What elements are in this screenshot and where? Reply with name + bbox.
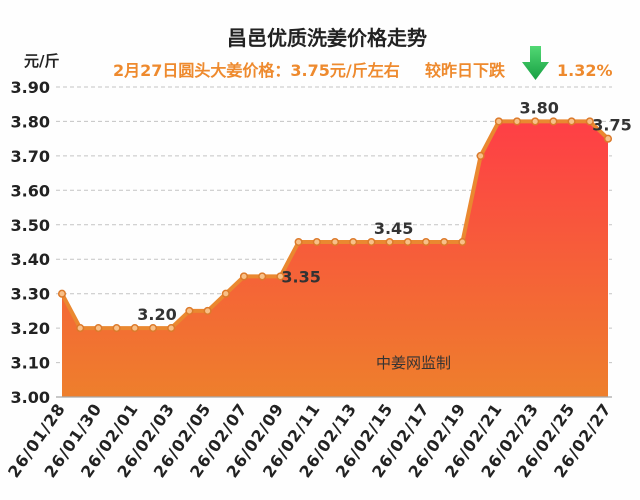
data-point bbox=[239, 272, 249, 281]
data-label: 3.80 bbox=[519, 98, 558, 117]
data-label: 3.45 bbox=[374, 219, 413, 238]
data-point bbox=[185, 306, 194, 315]
data-point bbox=[258, 272, 267, 281]
data-point bbox=[367, 237, 376, 247]
data-point bbox=[312, 237, 321, 247]
data-point bbox=[148, 324, 158, 333]
y-axis-unit-label: 元/斤 bbox=[24, 52, 59, 70]
data-points bbox=[57, 117, 613, 333]
data-point bbox=[130, 324, 139, 333]
data-label: 3.20 bbox=[137, 305, 176, 324]
data-point bbox=[549, 117, 558, 126]
area-fill bbox=[62, 121, 608, 398]
data-point bbox=[112, 324, 121, 333]
x-axis-labels: 26/01/2826/01/3026/02/0126/02/0326/02/05… bbox=[4, 399, 615, 481]
data-point bbox=[294, 237, 303, 247]
change-percent: 1.32% bbox=[557, 61, 613, 80]
data-point bbox=[440, 237, 449, 247]
data-point bbox=[476, 151, 485, 160]
y-tick-label: 3.60 bbox=[11, 181, 50, 200]
data-point bbox=[57, 289, 67, 298]
y-tick-label: 3.10 bbox=[11, 354, 50, 373]
y-tick-label: 3.70 bbox=[11, 147, 50, 166]
data-point bbox=[458, 237, 467, 247]
data-point bbox=[531, 117, 540, 126]
chart-title: 昌邑优质洗姜价格走势 bbox=[227, 26, 427, 50]
y-tick-label: 3.20 bbox=[11, 319, 50, 338]
y-tick-label: 3.80 bbox=[11, 112, 50, 131]
price-summary-text: 2月27日圆头大姜价格：3.75元/斤左右 bbox=[113, 61, 400, 80]
y-tick-label: 3.00 bbox=[11, 388, 50, 407]
data-point bbox=[167, 324, 176, 333]
y-tick-label: 3.90 bbox=[11, 78, 50, 97]
data-point bbox=[421, 237, 431, 247]
data-labels: 3.20 3.35 3.45 3.80 3.75 bbox=[137, 98, 631, 324]
data-label: 3.75 bbox=[592, 116, 631, 135]
data-point bbox=[512, 117, 522, 126]
data-point bbox=[76, 324, 85, 333]
data-point bbox=[276, 272, 285, 281]
change-text: 较昨日下跌 bbox=[425, 61, 506, 80]
y-tick-label: 3.40 bbox=[11, 250, 50, 269]
data-point bbox=[585, 117, 594, 126]
data-point bbox=[403, 237, 412, 247]
data-point bbox=[330, 237, 340, 247]
data-point bbox=[385, 237, 394, 247]
y-axis-labels: 3.00 3.10 3.20 3.30 3.40 3.50 3.60 3.70 3.80 3.90 bbox=[11, 78, 50, 407]
data-point bbox=[349, 237, 358, 247]
data-point bbox=[567, 117, 576, 126]
y-tick-label: 3.30 bbox=[11, 285, 50, 304]
data-point bbox=[221, 289, 230, 298]
data-label: 3.35 bbox=[281, 267, 320, 286]
data-point bbox=[603, 134, 613, 143]
data-point bbox=[94, 324, 103, 333]
watermark-text: 中姜网监制 bbox=[376, 354, 451, 372]
data-point bbox=[203, 306, 212, 315]
data-point bbox=[494, 117, 503, 126]
y-tick-label: 3.50 bbox=[11, 216, 50, 235]
down-arrow-icon bbox=[522, 46, 549, 80]
